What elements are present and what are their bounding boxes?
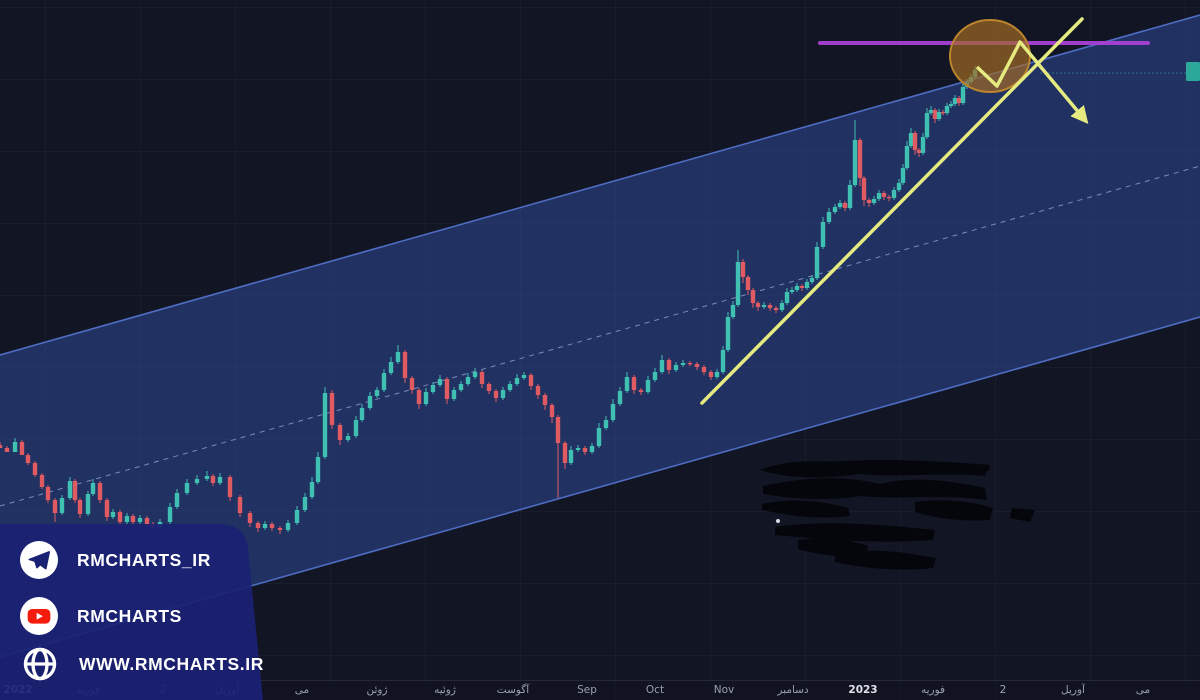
trendline-up[interactable] [700, 17, 1084, 405]
time-axis[interactable]: 2022فوریه2آوریلمیژوئنژوئیهآگوستSepOctNov… [0, 680, 1200, 700]
telegram-icon [20, 541, 58, 579]
last-price-marker [1040, 62, 1200, 81]
time-axis-label: فوریه [920, 684, 946, 696]
time-axis-label: آوریل [1061, 684, 1085, 696]
time-axis-label: 2023 [848, 684, 878, 696]
time-axis-label: می [1135, 684, 1151, 696]
time-axis-label: آگوست [496, 684, 530, 696]
banner-item-website: WWW.RMCHARTS.IR [20, 644, 264, 684]
channel-median-line [0, 165, 1200, 507]
youtube-handle: RMCHARTS [77, 605, 182, 626]
time-axis-label: می [294, 684, 310, 696]
banner-item-telegram: RMCHARTS_IR [20, 540, 211, 580]
time-axis-label: ژوئن [366, 684, 388, 696]
banner-item-youtube: RMCHARTS [20, 596, 182, 636]
projection-arrow[interactable] [975, 40, 1089, 125]
redaction-scribbles [760, 460, 1035, 570]
globe-icon [20, 644, 60, 684]
price-tag [1186, 62, 1200, 81]
time-axis-label: Oct [645, 684, 665, 696]
time-axis-label: Nov [713, 684, 735, 696]
website-url: WWW.RMCHARTS.IR [79, 653, 264, 674]
time-axis-label: 2 [999, 684, 1007, 696]
social-banner: RMCHARTS_IR RMCHARTS WWW.RMCHARTS.IR [0, 518, 290, 700]
candlestick-series[interactable] [0, 66, 978, 534]
time-axis-label: ژوئیه [434, 684, 456, 696]
banner-background [0, 524, 263, 700]
time-axis-label: Sep [577, 684, 597, 696]
telegram-handle: RMCHARTS_IR [77, 549, 211, 570]
youtube-icon [20, 597, 58, 635]
time-axis-label: دسامبر [777, 684, 809, 696]
